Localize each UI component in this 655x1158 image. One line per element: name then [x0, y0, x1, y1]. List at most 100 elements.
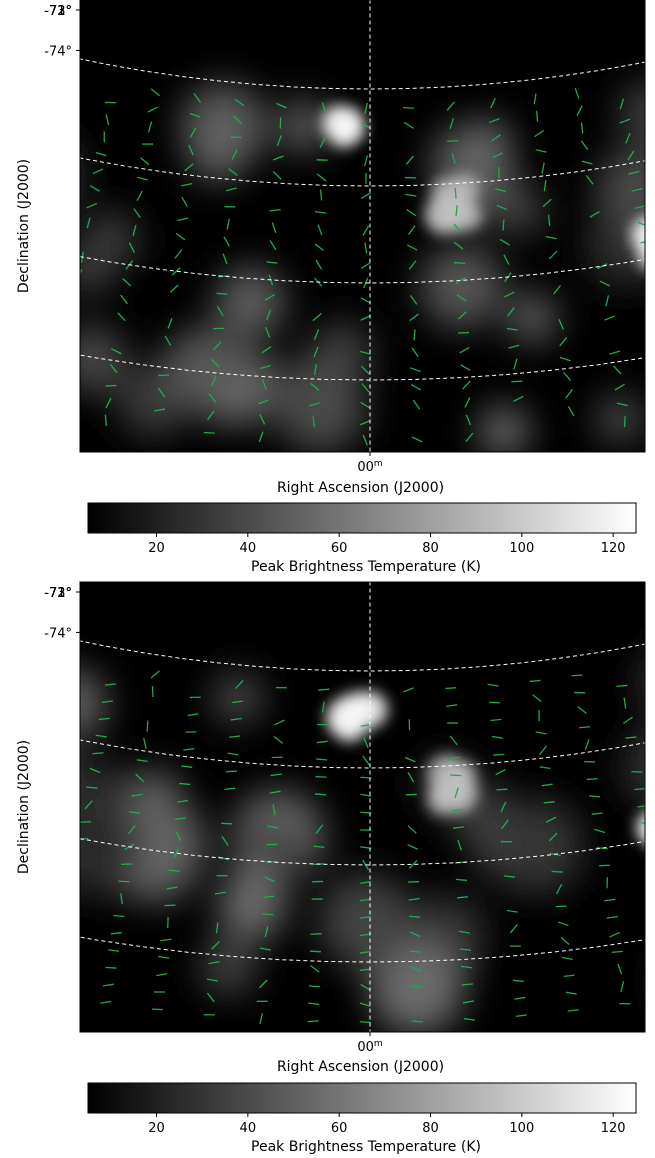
- polarization-vector: [276, 102, 287, 109]
- bright-region-2: [649, 236, 655, 257]
- y-tick-label: -74°: [44, 626, 72, 641]
- polarization-vector: [98, 717, 110, 721]
- polarization-vector: [206, 992, 215, 1003]
- colorbar-label: Peak Brightness Temperature (K): [251, 1139, 481, 1155]
- polarization-vector: [313, 363, 317, 375]
- polarization-vector: [308, 402, 320, 407]
- polarization-vector: [181, 182, 193, 187]
- polarization-vector: [308, 985, 320, 988]
- polarization-vector: [361, 383, 370, 393]
- polarization-vector: [567, 1009, 579, 1012]
- polarization-vector: [586, 777, 598, 781]
- bright-region-4: [431, 204, 458, 232]
- polarization-vector: [553, 284, 562, 295]
- emission-blob: [466, 119, 512, 165]
- polarization-vector: [64, 106, 66, 117]
- y-tick-label: -71°: [44, 4, 72, 19]
- polarization-vector: [263, 895, 275, 898]
- polarization-vector: [631, 187, 643, 192]
- polarization-vector: [156, 973, 168, 977]
- polarization-vector: [122, 278, 132, 287]
- polarization-vector: [405, 155, 414, 165]
- polarization-vector: [269, 790, 281, 794]
- polarization-vector: [542, 198, 552, 208]
- polarization-vector: [628, 170, 640, 175]
- polarization-vector: [86, 786, 98, 789]
- polarization-vector: [105, 397, 112, 409]
- colorbar-tick-label: 60: [331, 541, 348, 556]
- polarization-vector: [259, 1013, 263, 1025]
- polarization-vector: [647, 857, 655, 859]
- polarization-vector: [533, 93, 537, 105]
- polarization-vector: [276, 135, 283, 146]
- polarization-vector: [227, 752, 239, 756]
- polarization-vector: [259, 414, 266, 425]
- polarization-vector: [496, 204, 508, 211]
- polarization-vector: [465, 414, 472, 426]
- emission-blob: [277, 99, 332, 153]
- polarization-vector: [490, 97, 496, 109]
- polarization-vector: [61, 924, 72, 926]
- polarization-vector: [584, 739, 590, 750]
- polarization-vector: [5, 746, 6, 757]
- polarization-vector: [359, 950, 371, 954]
- polarization-vector: [360, 262, 371, 269]
- polarization-vector: [508, 344, 520, 349]
- polarization-vector: [461, 983, 473, 986]
- polarization-vector: [609, 350, 621, 355]
- polarization-vector: [360, 297, 371, 304]
- polarization-vector: [503, 254, 510, 265]
- polarization-vector: [133, 208, 141, 218]
- polarization-vector: [321, 102, 326, 114]
- polarization-vector: [496, 788, 508, 791]
- polarization-vector: [619, 98, 625, 110]
- x-tick-label: 00m: [357, 459, 382, 475]
- polarization-vector: [459, 948, 472, 951]
- polarization-vector: [490, 718, 502, 722]
- polarization-vector: [458, 311, 468, 320]
- polarization-vector: [272, 155, 284, 161]
- polarization-vector: [620, 980, 625, 992]
- emission-blob: [235, 850, 277, 892]
- polarization-vector: [1, 181, 2, 192]
- polarization-vector: [313, 845, 325, 848]
- polarization-vector: [640, 241, 645, 244]
- polarization-vector: [405, 193, 417, 197]
- polarization-vector: [409, 295, 418, 305]
- polarization-vector: [319, 189, 323, 201]
- polarization-vector: [208, 961, 220, 965]
- polarization-vector: [504, 291, 515, 298]
- polarization-vector: [360, 881, 372, 884]
- polarization-vector: [625, 736, 637, 739]
- polarization-vector: [541, 783, 553, 787]
- polarization-vector: [614, 383, 625, 391]
- polarization-vector: [411, 1020, 423, 1023]
- polarization-vector: [541, 162, 545, 174]
- polarization-vector: [402, 106, 415, 109]
- polarization-vector: [9, 944, 13, 954]
- polarization-vector: [585, 175, 594, 185]
- polarization-vector: [102, 983, 114, 987]
- emission-blob: [507, 293, 558, 344]
- polarization-vector: [37, 226, 41, 236]
- polarization-vector: [462, 380, 471, 390]
- polarization-vector: [9, 135, 20, 136]
- polarization-vector: [215, 922, 219, 934]
- polarization-vector: [147, 121, 153, 133]
- polarization-vector: [49, 744, 60, 746]
- polarization-vector: [264, 326, 271, 338]
- polarization-vector: [460, 965, 472, 969]
- polarization-vector: [559, 356, 571, 362]
- polarization-vector: [548, 250, 558, 260]
- polarization-vector: [67, 321, 73, 330]
- polarization-vector: [535, 149, 547, 153]
- polarization-vector: [9, 717, 20, 718]
- polarization-vector: [151, 686, 154, 698]
- polarization-vector: [446, 704, 458, 708]
- polarization-vector: [128, 811, 141, 814]
- polarization-vector: [454, 187, 457, 199]
- polarization-vector: [625, 132, 631, 144]
- polarization-vector: [314, 793, 327, 796]
- polarization-vector: [45, 192, 49, 202]
- polarization-vector: [211, 358, 220, 368]
